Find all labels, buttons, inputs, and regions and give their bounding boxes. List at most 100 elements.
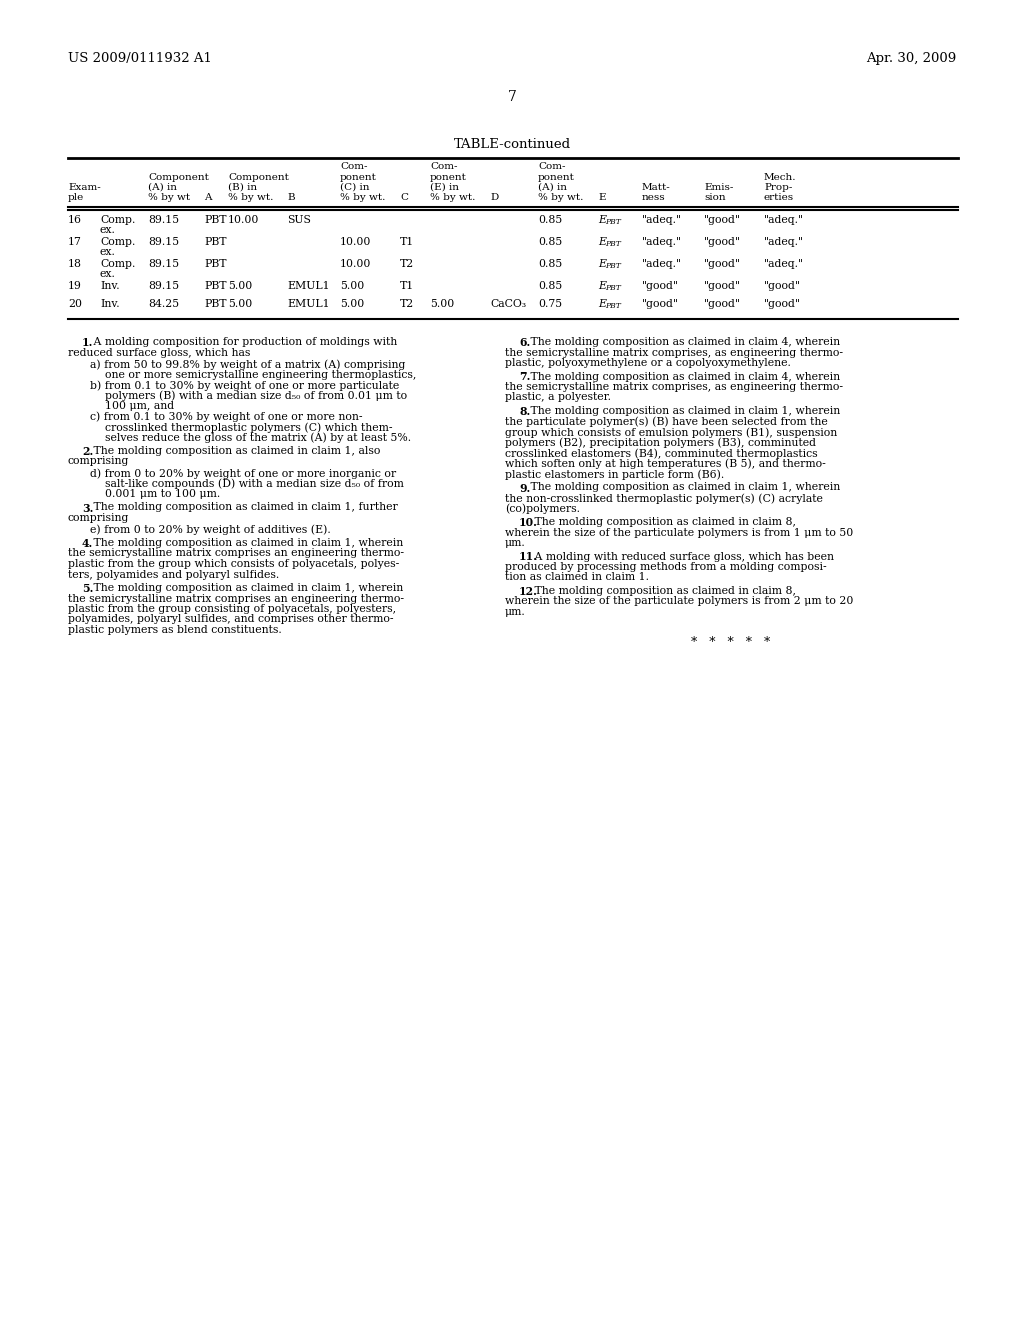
Text: polyamides, polyaryl sulfides, and comprises other thermo-: polyamides, polyaryl sulfides, and compr…: [68, 615, 393, 624]
Text: crosslinked elastomers (B4), comminuted thermoplastics: crosslinked elastomers (B4), comminuted …: [505, 447, 817, 458]
Text: 16: 16: [68, 215, 82, 224]
Text: E: E: [598, 281, 606, 290]
Text: Component: Component: [148, 173, 209, 181]
Text: PBT: PBT: [605, 284, 621, 292]
Text: CaCO₃: CaCO₃: [490, 300, 526, 309]
Text: "adeq.": "adeq.": [764, 215, 804, 224]
Text: wherein the size of the particulate polymers is from 1 μm to 50: wherein the size of the particulate poly…: [505, 528, 853, 537]
Text: 11.: 11.: [519, 552, 538, 562]
Text: "adeq.": "adeq.": [764, 259, 804, 269]
Text: The molding composition as claimed in claim 4, wherein: The molding composition as claimed in cl…: [527, 371, 840, 381]
Text: E: E: [598, 194, 605, 202]
Text: PBT: PBT: [204, 238, 226, 247]
Text: 10.: 10.: [519, 517, 538, 528]
Text: the non-crosslinked thermoplastic polymer(s) (C) acrylate: the non-crosslinked thermoplastic polyme…: [505, 492, 823, 503]
Text: 5.00: 5.00: [228, 300, 252, 309]
Text: % by wt: % by wt: [148, 194, 190, 202]
Text: plastic elastomers in particle form (B6).: plastic elastomers in particle form (B6)…: [505, 469, 724, 479]
Text: (C) in: (C) in: [340, 183, 370, 191]
Text: μm.: μm.: [505, 607, 525, 616]
Text: PBT: PBT: [204, 281, 226, 290]
Text: the semicrystalline matrix comprises, as engineering thermo-: the semicrystalline matrix comprises, as…: [505, 347, 843, 358]
Text: Comp.: Comp.: [100, 215, 135, 224]
Text: The molding composition as claimed in claim 1, wherein: The molding composition as claimed in cl…: [527, 407, 841, 416]
Text: 5.00: 5.00: [228, 281, 252, 290]
Text: 0.85: 0.85: [538, 238, 562, 247]
Text: comprising: comprising: [68, 513, 129, 523]
Text: plastic, a polyester.: plastic, a polyester.: [505, 392, 611, 403]
Text: 12.: 12.: [519, 586, 538, 597]
Text: μm.: μm.: [505, 539, 525, 548]
Text: crosslinked thermoplastic polymers (C) which them-: crosslinked thermoplastic polymers (C) w…: [105, 422, 392, 433]
Text: 1.: 1.: [82, 337, 93, 348]
Text: (B) in: (B) in: [228, 183, 257, 191]
Text: Inv.: Inv.: [100, 300, 120, 309]
Text: plastic polymers as blend constituents.: plastic polymers as blend constituents.: [68, 624, 282, 635]
Text: 18: 18: [68, 259, 82, 269]
Text: 8.: 8.: [519, 407, 530, 417]
Text: The molding composition as claimed in claim 8,: The molding composition as claimed in cl…: [531, 517, 796, 527]
Text: "good": "good": [705, 215, 741, 224]
Text: PBT: PBT: [605, 218, 621, 226]
Text: ex.: ex.: [100, 224, 116, 235]
Text: "good": "good": [642, 300, 679, 309]
Text: 84.25: 84.25: [148, 300, 179, 309]
Text: "adeq.": "adeq.": [642, 259, 682, 269]
Text: E: E: [598, 300, 606, 309]
Text: 5.: 5.: [82, 583, 93, 594]
Text: "adeq.": "adeq.": [642, 215, 682, 224]
Text: Com-: Com-: [538, 162, 565, 172]
Text: ponent: ponent: [430, 173, 467, 181]
Text: Apr. 30, 2009: Apr. 30, 2009: [865, 51, 956, 65]
Text: 9.: 9.: [519, 483, 530, 494]
Text: (A) in: (A) in: [148, 183, 177, 191]
Text: 89.15: 89.15: [148, 238, 179, 247]
Text: ponent: ponent: [538, 173, 574, 181]
Text: % by wt.: % by wt.: [228, 194, 273, 202]
Text: 6.: 6.: [519, 337, 530, 348]
Text: salt-like compounds (D) with a median size d₅₀ of from: salt-like compounds (D) with a median si…: [105, 479, 403, 490]
Text: "good": "good": [705, 259, 741, 269]
Text: ponent: ponent: [340, 173, 377, 181]
Text: PBT: PBT: [204, 215, 226, 224]
Text: (E) in: (E) in: [430, 183, 459, 191]
Text: "good": "good": [764, 300, 801, 309]
Text: tion as claimed in claim 1.: tion as claimed in claim 1.: [505, 573, 649, 582]
Text: PBT: PBT: [605, 261, 621, 271]
Text: EMUL1: EMUL1: [287, 300, 330, 309]
Text: 100 μm, and: 100 μm, and: [105, 401, 174, 411]
Text: Comp.: Comp.: [100, 259, 135, 269]
Text: 0.85: 0.85: [538, 215, 562, 224]
Text: (co)polymers.: (co)polymers.: [505, 503, 580, 513]
Text: Mech.: Mech.: [764, 173, 797, 181]
Text: Com-: Com-: [430, 162, 458, 172]
Text: % by wt.: % by wt.: [538, 194, 584, 202]
Text: sion: sion: [705, 194, 726, 202]
Text: 7: 7: [508, 90, 516, 104]
Text: 10.00: 10.00: [340, 238, 372, 247]
Text: "good": "good": [705, 238, 741, 247]
Text: ters, polyamides and polyaryl sulfides.: ters, polyamides and polyaryl sulfides.: [68, 569, 280, 579]
Text: EMUL1: EMUL1: [287, 281, 330, 290]
Text: The molding composition as claimed in claim 1, also: The molding composition as claimed in cl…: [90, 446, 380, 455]
Text: comprising: comprising: [68, 457, 129, 466]
Text: PBT: PBT: [204, 259, 226, 269]
Text: The molding composition as claimed in claim 1, further: The molding composition as claimed in cl…: [90, 503, 397, 512]
Text: Prop-: Prop-: [764, 183, 793, 191]
Text: 17: 17: [68, 238, 82, 247]
Text: (A) in: (A) in: [538, 183, 567, 191]
Text: 0.85: 0.85: [538, 281, 562, 290]
Text: PBT: PBT: [204, 300, 226, 309]
Text: "good": "good": [764, 281, 801, 290]
Text: 2.: 2.: [82, 446, 93, 457]
Text: 5.00: 5.00: [430, 300, 455, 309]
Text: 89.15: 89.15: [148, 281, 179, 290]
Text: TABLE-continued: TABLE-continued: [454, 139, 570, 150]
Text: A: A: [204, 194, 212, 202]
Text: "adeq.": "adeq.": [764, 238, 804, 247]
Text: B: B: [287, 194, 295, 202]
Text: E: E: [598, 238, 606, 247]
Text: 89.15: 89.15: [148, 215, 179, 224]
Text: plastic from the group consisting of polyacetals, polyesters,: plastic from the group consisting of pol…: [68, 605, 396, 614]
Text: *   *   *   *   *: * * * * *: [691, 635, 771, 648]
